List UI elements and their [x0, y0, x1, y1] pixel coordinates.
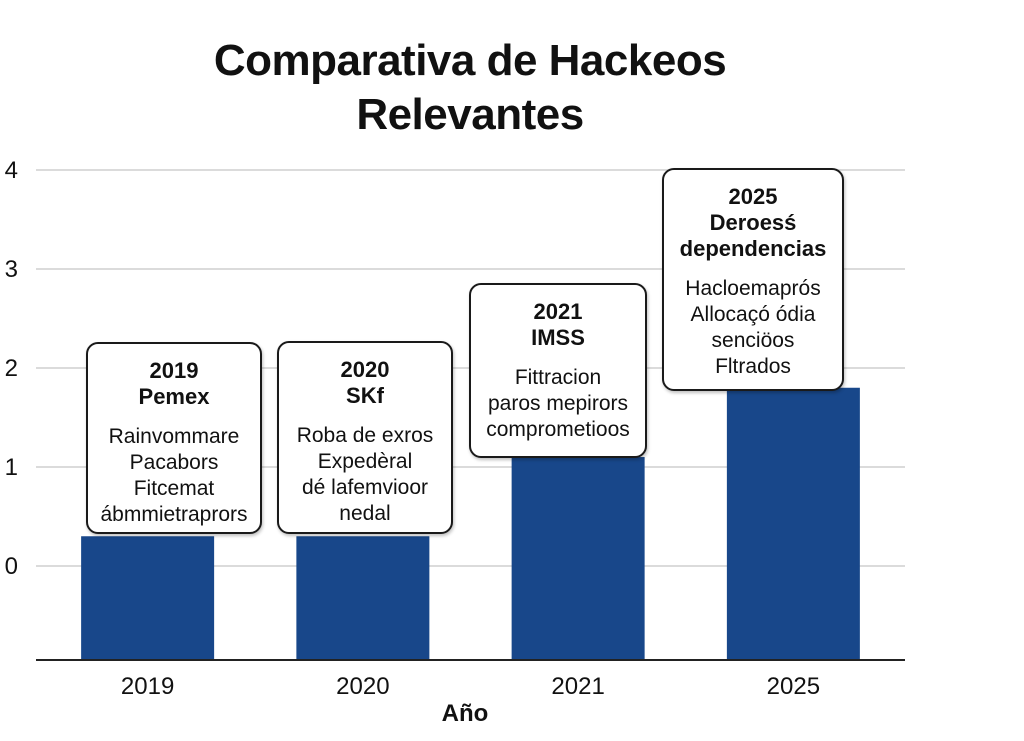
y-tick-label-4: 4	[5, 157, 18, 184]
annotation-header: 2021 IMSS	[471, 299, 645, 351]
y-tick-label-3: 3	[5, 256, 18, 283]
annotation-header-line: SKf	[346, 383, 384, 408]
annotation-body-line: Rainvommare	[108, 425, 240, 448]
annotation-body-line: senciöos	[711, 329, 795, 352]
x-tick-label-2021: 2021	[551, 673, 604, 700]
y-axis-ticks: 0 1 2 3 4	[5, 157, 18, 580]
chart-title-line-2: Relevantes	[356, 90, 584, 139]
annotation-body-line: Pacabors	[129, 451, 219, 474]
annotation-body: Hacloemaprós Allocaçó ódia senciöos Fltrado…	[664, 276, 842, 380]
y-tick-label-2: 2	[5, 355, 18, 382]
bar-2025	[726, 387, 860, 660]
annotation-header-line: 2025	[728, 184, 778, 209]
annotation-body-line: Hacloemaprós	[685, 277, 821, 300]
annotation-header-line: Pemex	[138, 384, 210, 409]
annotation-header: 2019 Pemex	[88, 358, 260, 410]
y-tick-label-1: 1	[5, 454, 18, 481]
annotation-header-line: IMSS	[531, 325, 585, 350]
annotation-body: Fittracion paros mepirors comprometioos	[471, 365, 645, 443]
annotation-header-line: 2020	[340, 357, 390, 382]
bar-2021	[511, 457, 645, 660]
annotation-body-line: ábmmietraprors	[100, 503, 248, 526]
annotation-header: 2020 SKf	[279, 357, 451, 409]
annotation-body: Rainvommare Pacabors Fitcemat ábmmietrapror…	[88, 424, 260, 528]
annotation-body-line: Fitcemat	[133, 477, 215, 500]
annotation-body-line: Fltrados	[715, 355, 791, 378]
annotation-box-2019: 2019 Pemex Rainvommare Pacabors Fitcemat ábmm…	[86, 342, 262, 534]
annotation-body-line: dé lafemvioor	[301, 476, 429, 499]
x-axis-ticks: 2019 2020 2021 2025	[121, 673, 820, 700]
annotation-header-line: 2021	[533, 299, 583, 324]
annotation-body-line: Fittracion	[514, 366, 602, 389]
y-tick-label-0: 0	[5, 553, 18, 580]
bars	[81, 387, 860, 660]
x-tick-label-2019: 2019	[121, 673, 174, 700]
annotation-body-line: Expedèral	[317, 450, 413, 473]
annotation-header: 2025 Deroesś dependencias	[664, 184, 842, 262]
bar-2020	[296, 536, 430, 660]
annotation-body: Roba de exros Expedèral dé lafemvioor nedal	[279, 423, 451, 527]
chart-title-line-1: Comparativa de Hackeos	[213, 36, 727, 85]
x-axis-label: Año	[441, 700, 489, 727]
x-tick-label-2025: 2025	[767, 673, 820, 700]
annotation-body-line: nedal	[339, 502, 391, 525]
annotation-body-line: comprometioos	[486, 418, 630, 441]
annotation-header-line: Deroesś	[709, 210, 797, 235]
annotation-box-2021: 2021 IMSS Fittracion paros mepirors comprome…	[469, 283, 647, 458]
annotation-box-2025: 2025 Deroesś dependencias Hacloemaprós Alloc…	[662, 168, 844, 391]
annotation-box-2020: 2020 SKf Roba de exros Expedèral dé lafemvio…	[277, 341, 453, 534]
annotation-header-line: 2019	[149, 358, 199, 383]
annotation-header-line: dependencias	[679, 236, 827, 261]
bar-2019	[81, 536, 215, 660]
annotation-body-line: Roba de exros	[296, 424, 434, 447]
annotation-body-line: paros mepirors	[487, 392, 629, 415]
x-tick-label-2020: 2020	[336, 673, 389, 700]
annotation-body-line: Allocaçó ódia	[690, 303, 816, 326]
chart-title: Comparativa de Hackeos Relevantes	[40, 34, 900, 142]
